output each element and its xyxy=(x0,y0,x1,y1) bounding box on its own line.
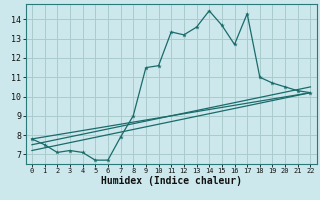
X-axis label: Humidex (Indice chaleur): Humidex (Indice chaleur) xyxy=(101,176,242,186)
